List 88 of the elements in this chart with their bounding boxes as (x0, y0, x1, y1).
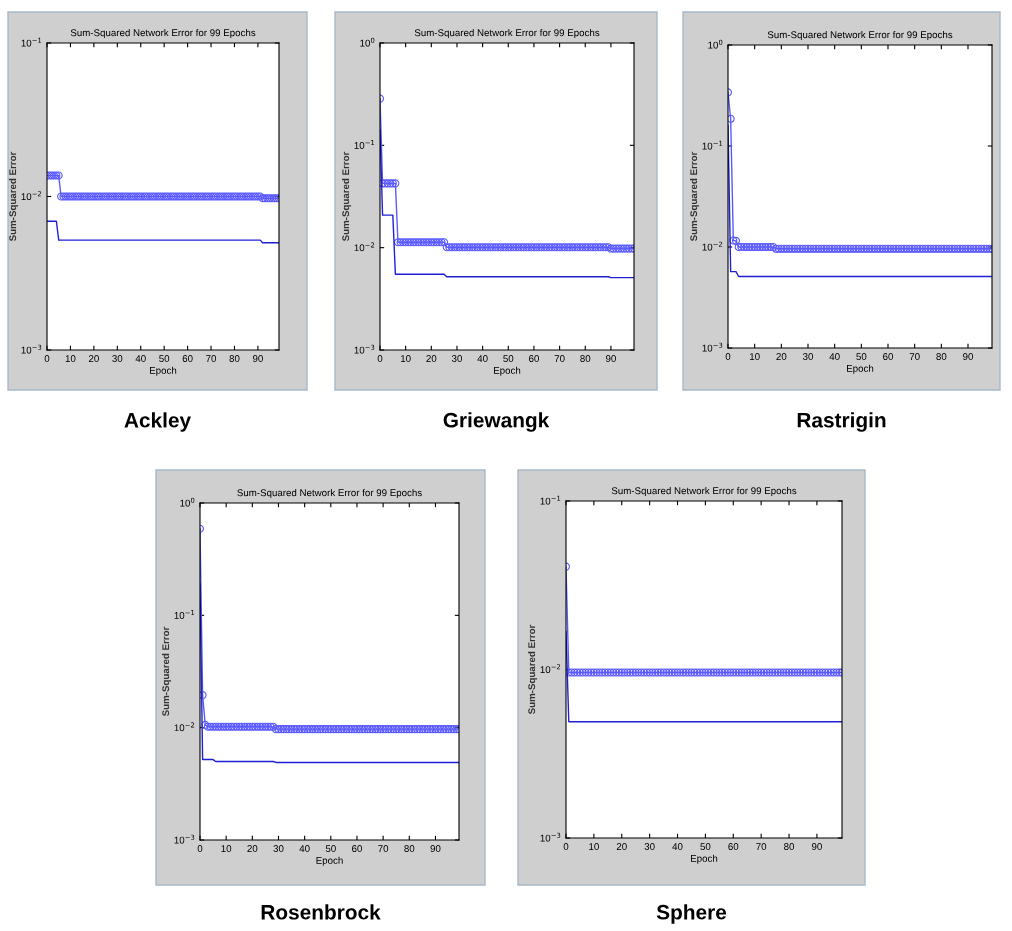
y-tick-label: 10$^{0}$ (180, 497, 195, 507)
y-tick-label: 10$^{−2}$ (702, 241, 723, 251)
x-axis-title: Epoch (150, 366, 177, 376)
y-tick-label: 10$^{−3}$ (174, 834, 195, 844)
x-tick-label: 70 (909, 353, 920, 360)
text: Sphere (656, 904, 727, 924)
x-tick-label: 90 (963, 353, 974, 360)
x-tick-label: 60 (728, 843, 739, 850)
y-tick-label: 10$^{−3}$ (21, 344, 42, 354)
x-tick-label: 60 (529, 355, 539, 362)
y-tick-label: 10$^{0}$ (708, 39, 723, 49)
chart-title: Sum-Squared Network Error for 99 Epochs (767, 31, 953, 41)
y-tick-label: 10$^{−1}$ (21, 37, 42, 47)
x-tick-label: 90 (430, 845, 441, 852)
y-axis-title: Sum-Squared Error (342, 151, 352, 242)
x-axis-title: Epoch (691, 854, 718, 864)
chart-title: Sum-Squared Network Error for 99 Epochs (70, 29, 256, 39)
x-tick-label: 20 (776, 353, 787, 360)
x-tick-label: 40 (477, 355, 488, 362)
text: Rastrigin (797, 412, 886, 432)
y-tick-label: 10$^{−2}$ (354, 242, 375, 252)
x-tick-label: 10 (400, 355, 411, 362)
x-tick-label: 10 (65, 355, 76, 362)
x-tick-label: 50 (159, 355, 170, 362)
x-tick-label: 30 (112, 355, 123, 362)
x-tick-label: 60 (182, 355, 193, 362)
y-axis-title: Sum-Squared Error (528, 624, 538, 715)
x-tick-label: 70 (378, 845, 389, 852)
text: Rosenbrock (261, 904, 381, 920)
y-tick-label: 10$^{−2}$ (540, 664, 561, 674)
chart-title: Sum-Squared Network Error for 99 Epochs (237, 489, 422, 499)
x-tick-label: 0 (197, 845, 203, 852)
x-tick-label: 10 (221, 845, 232, 852)
x-tick-label: 60 (352, 845, 362, 852)
x-axis-title: Epoch (847, 364, 874, 374)
x-tick-label: 0 (725, 353, 731, 360)
x-tick-label: 80 (784, 843, 795, 850)
x-tick-label: 90 (252, 355, 263, 362)
x-tick-label: 20 (247, 845, 258, 852)
y-tick-label: 10$^{−3}$ (540, 832, 561, 842)
x-tick-label: 70 (554, 355, 565, 362)
x-tick-label: 50 (503, 355, 514, 362)
x-tick-label: 60 (883, 353, 894, 360)
chart-title: Sum-Squared Network Error for 99 Epochs (611, 487, 797, 497)
y-tick-label: 10$^{−3}$ (702, 342, 723, 352)
x-tick-label: 50 (325, 845, 336, 852)
y-tick-label: 10$^{−1}$ (540, 495, 561, 505)
x-tick-label: 0 (377, 355, 383, 362)
x-tick-label: 40 (299, 845, 310, 852)
x-tick-label: 0 (44, 355, 50, 362)
y-tick-label: 10$^{−2}$ (174, 722, 195, 732)
x-axis-title: Epoch (316, 856, 343, 866)
x-tick-label: 80 (936, 353, 947, 360)
x-axis-title: Epoch (494, 366, 521, 376)
text: Griewangk (443, 412, 550, 432)
x-tick-label: 30 (644, 843, 655, 850)
x-tick-label: 30 (802, 353, 814, 360)
y-axis-title: Sum-Squared Error (690, 151, 700, 242)
y-axis-title: Sum-Squared Error (9, 151, 19, 242)
x-tick-label: 80 (229, 355, 240, 362)
x-tick-label: 30 (273, 845, 284, 852)
x-tick-label: 70 (206, 355, 217, 362)
x-tick-label: 10 (589, 843, 599, 850)
chart-title: Sum-Squared Network Error for 99 Epochs (414, 29, 600, 39)
x-tick-label: 50 (700, 843, 711, 850)
x-tick-label: 20 (426, 355, 437, 362)
x-tick-label: 40 (672, 843, 683, 850)
x-tick-label: 40 (135, 355, 146, 362)
x-tick-label: 30 (451, 355, 462, 362)
y-tick-label: 10$^{−1}$ (174, 610, 195, 619)
y-tick-label: 10$^{−1}$ (354, 140, 375, 149)
x-tick-label: 50 (856, 353, 867, 360)
text: Ackley (124, 412, 191, 432)
x-tick-label: 90 (811, 843, 822, 850)
y-tick-label: 10$^{−2}$ (21, 191, 42, 201)
x-tick-label: 10 (750, 353, 760, 360)
x-tick-label: 80 (580, 355, 591, 362)
y-tick-label: 10$^{0}$ (360, 37, 375, 47)
x-tick-label: 80 (404, 845, 415, 852)
x-tick-label: 0 (563, 843, 569, 850)
x-tick-label: 90 (605, 355, 616, 362)
y-tick-label: 10$^{−1}$ (702, 140, 723, 150)
x-tick-label: 70 (756, 843, 767, 850)
x-tick-label: 20 (88, 355, 99, 362)
y-axis-title: Sum-Squared Error (162, 626, 172, 717)
x-tick-label: 40 (829, 353, 840, 360)
y-tick-label: 10$^{−3}$ (354, 344, 375, 354)
x-tick-label: 20 (616, 843, 627, 850)
